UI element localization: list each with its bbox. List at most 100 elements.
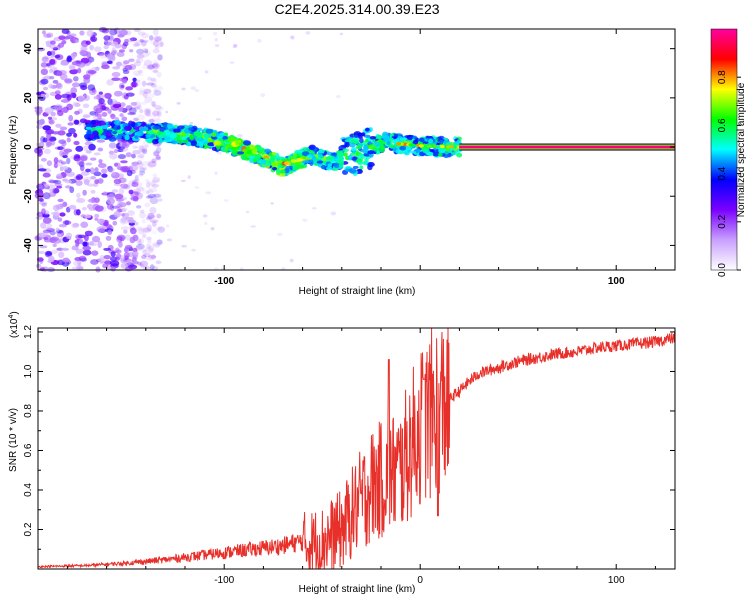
track-blob <box>432 151 440 157</box>
noise-blob <box>68 204 77 210</box>
track-blob <box>124 125 132 131</box>
noise-speckle <box>233 44 238 47</box>
track-blob <box>162 121 169 128</box>
noise-blob <box>80 155 88 162</box>
noise-blob <box>129 236 136 244</box>
noise-blob <box>149 219 159 223</box>
noise-blob <box>40 135 46 143</box>
track-blob <box>271 151 277 156</box>
noise-blob <box>131 161 140 166</box>
noise-blob <box>126 170 133 177</box>
track-blob <box>114 119 121 126</box>
track-blob <box>246 149 253 155</box>
noise-blob <box>139 263 144 268</box>
noise-blob <box>85 40 91 46</box>
noise-blob <box>118 146 125 150</box>
noise-blob <box>126 38 133 43</box>
noise-blob <box>132 70 141 76</box>
noise-blob <box>76 198 86 204</box>
noise-speckle <box>214 267 219 271</box>
track-core <box>439 144 445 149</box>
noise-blob <box>140 153 145 160</box>
noise-blob <box>62 106 69 113</box>
noise-blob <box>152 115 161 123</box>
spectrogram-panel: -100 100 -40 -20 0 20 40 Height of straight l… <box>8 26 676 297</box>
track-blob <box>351 146 357 152</box>
noise-blob <box>147 193 156 199</box>
colorbar-tick-label: 0.4 <box>717 166 728 180</box>
noise-blob <box>54 90 61 95</box>
noise-blob <box>128 107 137 115</box>
track-blob <box>160 132 167 139</box>
noise-blob <box>40 157 47 162</box>
noise-speckle <box>232 44 238 49</box>
noise-speckle <box>245 210 250 214</box>
track-blob <box>142 127 149 131</box>
track-blob <box>193 130 201 137</box>
track-blob <box>151 129 159 133</box>
noise-blob <box>46 63 51 67</box>
noise-speckle <box>155 244 161 247</box>
noise-blob <box>152 110 160 117</box>
track-blob <box>109 122 116 127</box>
noise-blob <box>125 152 132 158</box>
noise-blob <box>146 224 152 232</box>
noise-blob <box>46 160 53 167</box>
noise-blob <box>38 168 47 172</box>
noise-speckle <box>145 190 150 194</box>
track-blob <box>214 140 222 146</box>
noise-blob <box>112 220 118 226</box>
noise-speckle <box>189 121 194 125</box>
noise-blob <box>89 36 98 42</box>
noise-blob <box>67 122 74 126</box>
noise-blob <box>141 233 147 239</box>
noise-blob <box>137 69 144 74</box>
noise-blob <box>152 28 159 36</box>
noise-blob <box>39 245 48 249</box>
noise-speckle <box>180 179 186 182</box>
noise-blob <box>95 107 103 114</box>
snr-scale-exponent: 4 <box>8 315 15 319</box>
noise-blob <box>131 250 139 258</box>
noise-blob <box>103 92 111 99</box>
noise-blob <box>97 241 102 248</box>
track-blob <box>367 161 375 168</box>
noise-blob <box>61 141 67 147</box>
track-blob <box>83 119 91 124</box>
track-blob <box>197 127 203 132</box>
noise-blob <box>152 173 158 178</box>
noise-blob <box>146 82 155 86</box>
track-blob <box>148 129 153 135</box>
noise-blob <box>113 148 119 154</box>
track-blob <box>210 132 217 138</box>
spectrogram-y-ticks: -40 -20 0 20 40 <box>23 43 675 253</box>
track-blob <box>438 152 443 157</box>
noise-speckle <box>194 89 200 92</box>
carrier-band <box>459 146 675 148</box>
snr-y-axis-label: SNR (10 * v/v) <box>8 408 19 472</box>
noise-blob <box>156 71 162 78</box>
track-blob <box>393 133 398 137</box>
noise-blob <box>96 52 105 56</box>
track-blob <box>181 132 187 138</box>
noise-blob <box>53 157 59 164</box>
noise-blob <box>82 241 88 247</box>
noise-speckle <box>223 199 229 202</box>
track-blob <box>330 152 338 157</box>
noise-blob <box>56 185 63 189</box>
noise-blob <box>153 149 160 156</box>
noise-blob <box>49 188 54 196</box>
noise-blob <box>121 212 130 219</box>
y-tick-label: 20 <box>23 92 34 104</box>
track-blob <box>428 138 434 144</box>
noise-blob <box>66 30 71 35</box>
noise-blob <box>66 157 71 165</box>
track-blob <box>318 149 325 154</box>
noise-blob <box>143 111 149 116</box>
noise-blob <box>75 242 80 247</box>
noise-blob <box>136 186 144 191</box>
track-blob <box>456 152 463 158</box>
noise-blob <box>43 56 52 60</box>
noise-blob <box>109 113 115 117</box>
noise-blob <box>142 227 152 233</box>
